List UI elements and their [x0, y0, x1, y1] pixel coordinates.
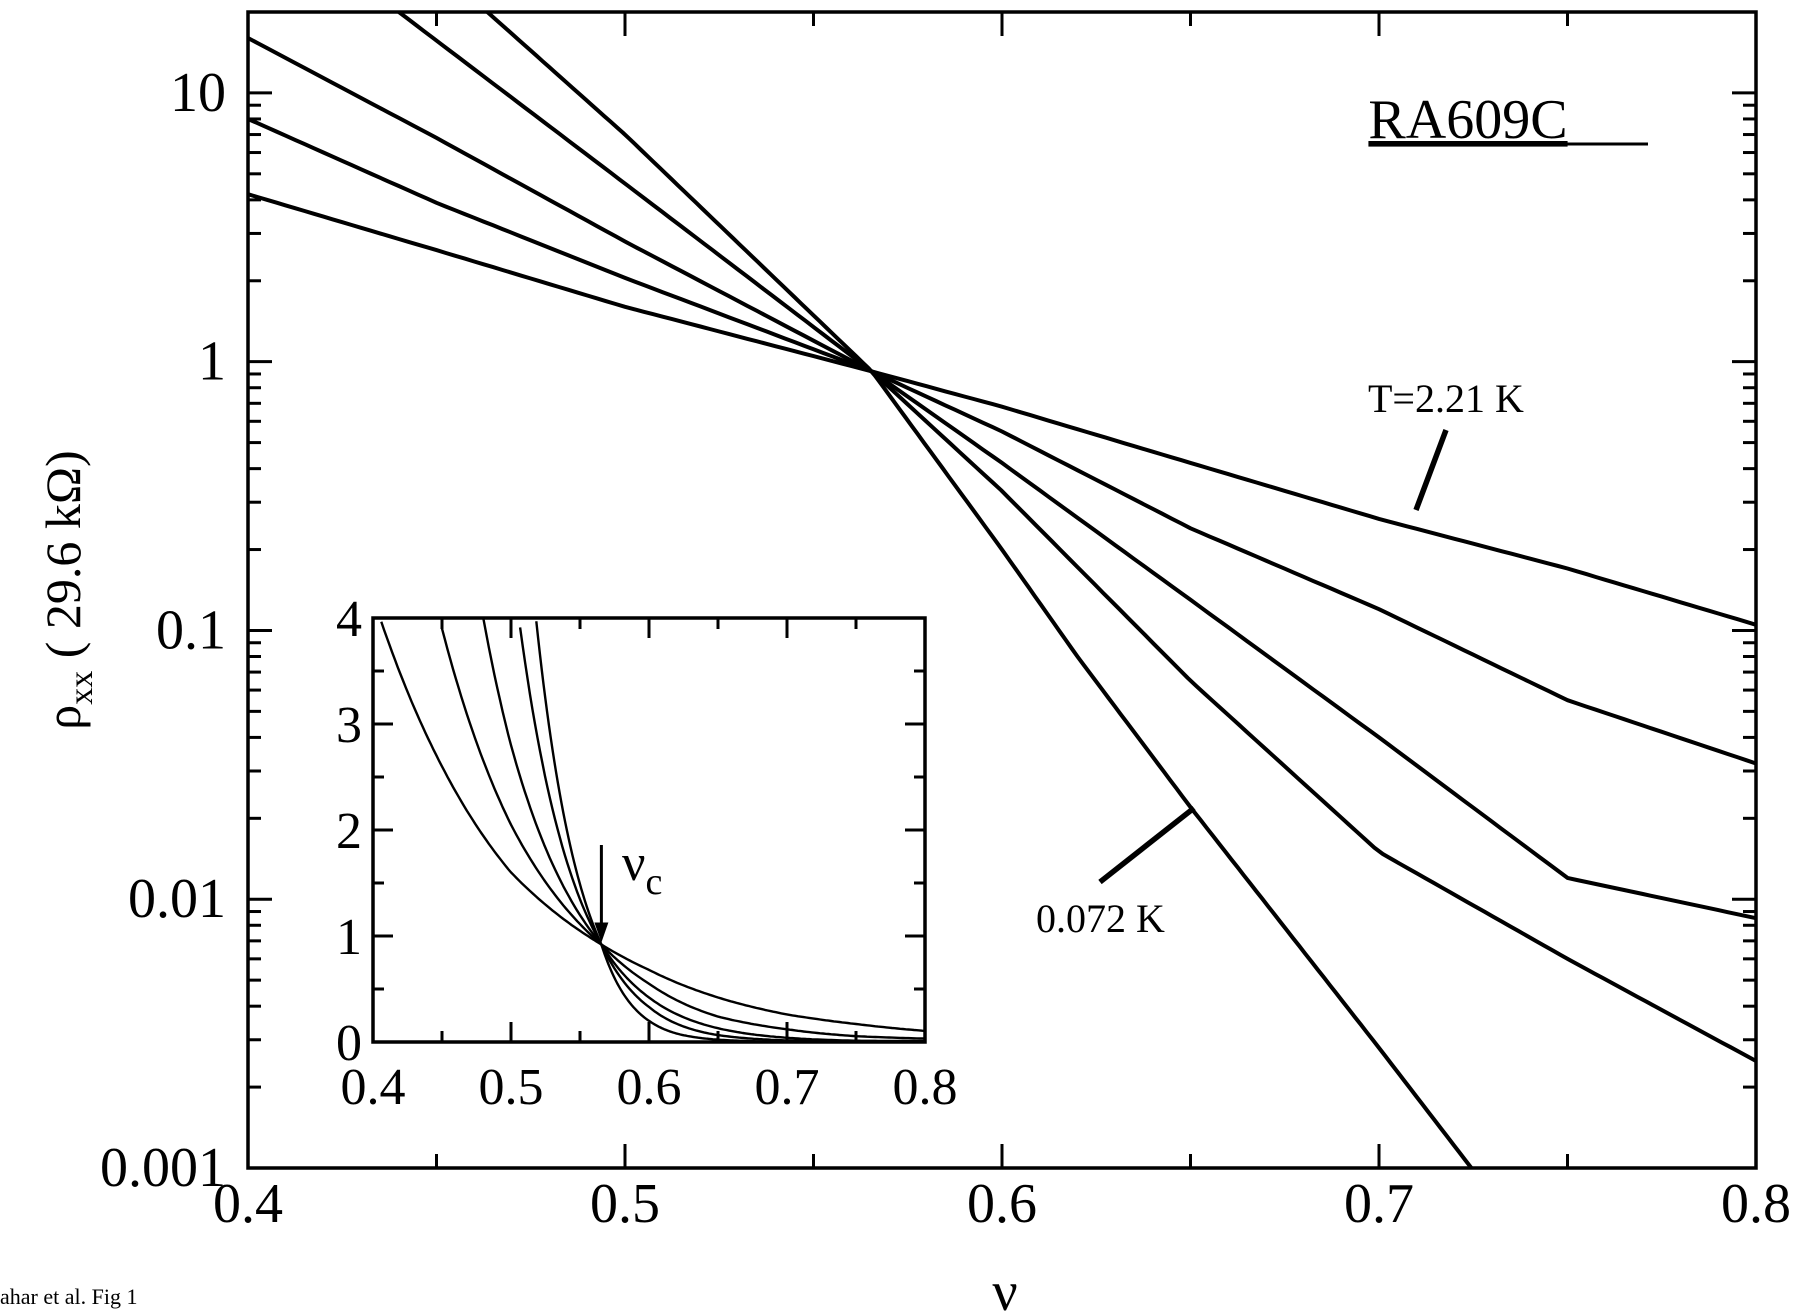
inset-background [373, 618, 925, 1042]
high-temperature-label: T=2.21 K [1368, 376, 1524, 421]
vc-label: νc [622, 835, 662, 903]
x-axis-label: ν [992, 1261, 1017, 1316]
inset-ticks [371, 616, 927, 1044]
y-axis-label-unit: ( 29.6 kΩ) [35, 450, 91, 670]
y-tick-label: 0.001 [100, 1137, 226, 1199]
inset-y-tick-label: 2 [336, 803, 362, 860]
inset-y-tick-label: 1 [336, 909, 362, 966]
y-tick-label: 0.1 [156, 599, 226, 661]
inset-y-tick-label: 3 [336, 697, 362, 754]
main-curve-3 [247, 36, 1757, 921]
x-tick-label: 0.4 [213, 1173, 283, 1235]
inset-x-tick-label: 0.8 [893, 1059, 958, 1116]
y-axis-label-main: ρ [35, 705, 91, 730]
figure-footer: ahar et al. Fig 1 [0, 1284, 137, 1309]
vc-arrow-head [594, 922, 609, 943]
vc-label-main: ν [622, 835, 646, 892]
main-curve-5 [486, 10, 1473, 1170]
inset-curve-2 [440, 628, 926, 1040]
low-temperature-label: 0.072 K [1036, 896, 1165, 941]
inset-x-tick-label: 0.7 [755, 1059, 820, 1116]
inset-y-tick-label: 4 [336, 591, 362, 648]
low-temperature-leader [1098, 805, 1196, 885]
inset-y-tick-label: 0 [336, 1015, 362, 1072]
main-ticks [246, 10, 1758, 1170]
inset-x-tick-label: 0.4 [341, 1059, 406, 1116]
y-tick-label: 1 [198, 331, 226, 393]
sample-label: RA609C [1368, 89, 1567, 151]
x-tick-label: 0.8 [1721, 1173, 1791, 1235]
inset-x-tick-label: 0.6 [617, 1059, 682, 1116]
y-axis-label-subscript: xx [63, 671, 100, 705]
main-curve-1 [247, 192, 1757, 627]
y-tick-label: 0.01 [128, 868, 226, 930]
main-curve-2 [247, 117, 1757, 766]
x-tick-label: 0.5 [590, 1173, 660, 1235]
inset-chart: 0.4 0.5 0.6 0.7 0.8 0 1 2 3 4 νc [336, 591, 958, 1116]
inset-curve-1 [380, 621, 926, 1033]
y-tick-label: 10 [170, 62, 226, 124]
vc-label-subscript: c [646, 861, 663, 903]
y-axis-label: ρxx ( 29.6 kΩ) [35, 450, 100, 729]
inset-tick-labels: 0.4 0.5 0.6 0.7 0.8 0 1 2 3 4 [336, 591, 958, 1116]
main-curve-4 [397, 10, 1757, 1063]
main-curves [247, 10, 1757, 1170]
high-temperature-leader [1413, 429, 1449, 511]
x-tick-label: 0.6 [967, 1173, 1037, 1235]
x-tick-label: 0.7 [1344, 1173, 1414, 1235]
inset-x-tick-label: 0.5 [479, 1059, 544, 1116]
